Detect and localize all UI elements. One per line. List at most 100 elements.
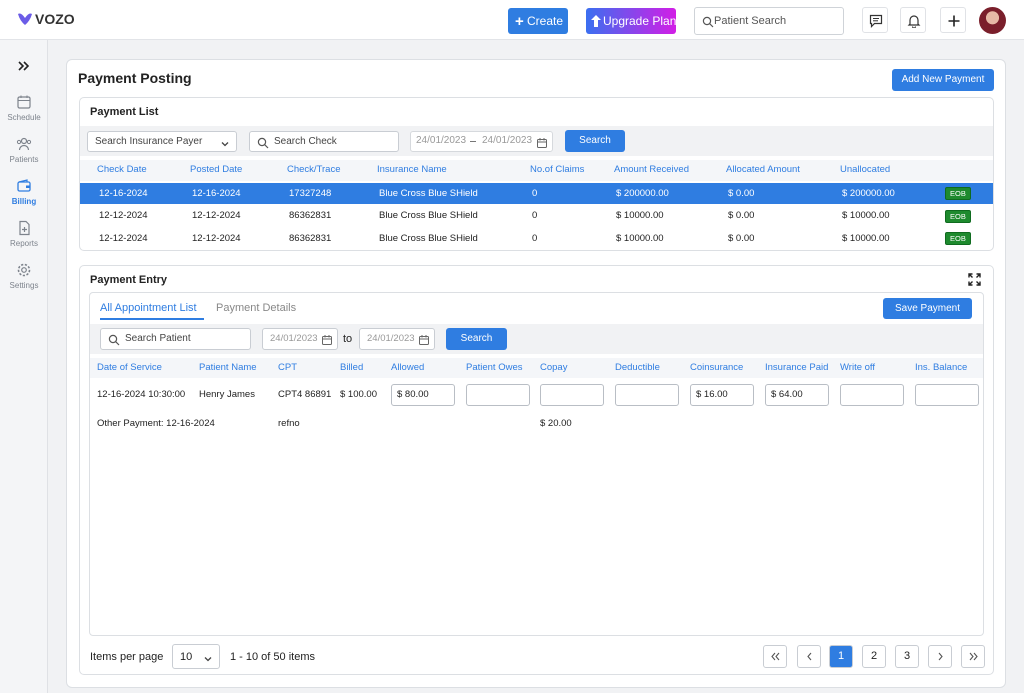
- page-button[interactable]: 1: [829, 645, 853, 668]
- page-button[interactable]: 2: [862, 645, 886, 668]
- column-header: Deductible: [615, 362, 660, 373]
- other-payment-copay: $ 20.00: [540, 418, 572, 429]
- cell: 12-16-2024 10:30:00: [97, 389, 186, 400]
- tab-active[interactable]: All Appointment List: [100, 302, 197, 314]
- icon-part: [19, 220, 30, 236]
- icon-part: [16, 137, 32, 151]
- sidebar-label[interactable]: Patients: [9, 155, 39, 164]
- amount-input[interactable]: [690, 384, 754, 406]
- tab[interactable]: Payment Details: [216, 302, 297, 314]
- sidebar-label[interactable]: Schedule: [7, 113, 41, 122]
- icon-part: [770, 652, 779, 661]
- cell: $ 10000.00: [616, 210, 664, 221]
- sidebar-icon[interactable]: [16, 220, 32, 241]
- check-search[interactable]: [249, 131, 399, 152]
- page-button[interactable]: 3: [895, 645, 919, 668]
- to-label: to: [343, 333, 353, 345]
- sidebar-icon[interactable]: [16, 94, 32, 115]
- payment-row[interactable]: [80, 183, 993, 204]
- date-to-field-text: 24/01/2023: [367, 333, 415, 344]
- payer-select[interactable]: [87, 131, 237, 152]
- patient-search-field-text: Search Patient: [125, 333, 191, 344]
- column-header: Insurance Paid: [765, 362, 829, 373]
- amount-input[interactable]: [540, 384, 604, 406]
- icon-part: [17, 179, 31, 192]
- list-search-button[interactable]: Search: [565, 130, 625, 152]
- column-header: Check Date: [97, 164, 147, 175]
- icon-part: [18, 13, 32, 25]
- cell: $ 0.00: [728, 187, 755, 199]
- amount-input[interactable]: [466, 384, 530, 406]
- first-page[interactable]: [763, 645, 787, 668]
- notifications-button[interactable]: [900, 7, 926, 33]
- amount-input[interactable]: [915, 384, 979, 406]
- cell: $ 200000.00: [842, 187, 895, 199]
- column-header: Insurance Name: [377, 164, 447, 175]
- icon-part: [204, 656, 212, 661]
- amount-input[interactable]: [615, 384, 679, 406]
- sidebar-label[interactable]: Reports: [9, 239, 38, 248]
- date-from-field-text: 24/01/2023: [270, 333, 318, 344]
- create-button[interactable]: +: [508, 8, 568, 34]
- save-payment-button[interactable]: Save Payment: [883, 298, 972, 319]
- date-to-field[interactable]: [359, 328, 435, 350]
- add-button[interactable]: [940, 7, 966, 33]
- sidebar-icon[interactable]: [16, 136, 32, 157]
- column-header: Date of Service: [97, 362, 162, 373]
- date-from-field[interactable]: [262, 328, 338, 350]
- date-from: 24/01/2023: [416, 135, 467, 146]
- eob-badge[interactable]: EOB: [945, 187, 971, 200]
- sidebar-icon[interactable]: [16, 262, 32, 283]
- icon-part: [18, 61, 30, 71]
- upgrade-button[interactable]: [586, 8, 676, 34]
- input-value: $ 64.00: [771, 389, 803, 400]
- cell: 86362831: [289, 232, 332, 244]
- amount-input[interactable]: [765, 384, 829, 406]
- sidebar-label[interactable]: Settings: [9, 281, 39, 290]
- icon-part: [115, 341, 120, 346]
- avatar[interactable]: [979, 7, 1006, 34]
- sidebar-label[interactable]: Billing: [11, 197, 37, 206]
- payer-select-text: Search Insurance Payer: [95, 135, 203, 147]
- input-value: $ 16.00: [696, 389, 728, 400]
- search-icon: [108, 333, 120, 351]
- expand-icon[interactable]: [968, 273, 981, 291]
- icon-part: [419, 335, 429, 345]
- cell: $ 0.00: [728, 232, 755, 244]
- list-header: [80, 160, 993, 181]
- patient-search[interactable]: [694, 7, 844, 35]
- icon-part: [108, 334, 120, 346]
- cell: 12-12-2024: [99, 210, 148, 221]
- patient-search-field[interactable]: [100, 328, 251, 350]
- amount-input[interactable]: [840, 384, 904, 406]
- icon-part: [806, 652, 811, 661]
- messages-button[interactable]: [862, 7, 888, 33]
- patient-search-text: Patient Search: [714, 15, 787, 27]
- cell: $ 0.00: [728, 210, 755, 221]
- icon-part: [702, 16, 712, 26]
- sidebar-toggle[interactable]: [17, 59, 31, 78]
- sidebar: [0, 40, 48, 693]
- sidebar-icon[interactable]: [16, 178, 32, 199]
- icon-part: [26, 139, 32, 145]
- add-payment-button[interactable]: Add New Payment: [892, 69, 994, 91]
- icon-part: [869, 14, 883, 33]
- eob-badge[interactable]: EOB: [945, 232, 971, 245]
- last-page[interactable]: [961, 645, 985, 668]
- icon-part: [18, 13, 32, 25]
- date-range[interactable]: [410, 131, 553, 152]
- column-header: Allocated Amount: [726, 164, 800, 175]
- payment-list-title: Payment List: [90, 106, 159, 118]
- icon-part: [702, 16, 714, 28]
- icon-part: [221, 141, 229, 146]
- next-page[interactable]: [928, 645, 952, 668]
- cell: 12-12-2024: [99, 232, 148, 244]
- icon-part: [20, 137, 28, 145]
- entry-search-button[interactable]: Search: [446, 328, 507, 350]
- per-page-select[interactable]: [172, 644, 220, 669]
- icon-part: [702, 15, 714, 33]
- amount-input[interactable]: [391, 384, 455, 406]
- eob-badge[interactable]: EOB: [945, 209, 971, 223]
- prev-page[interactable]: [797, 645, 821, 668]
